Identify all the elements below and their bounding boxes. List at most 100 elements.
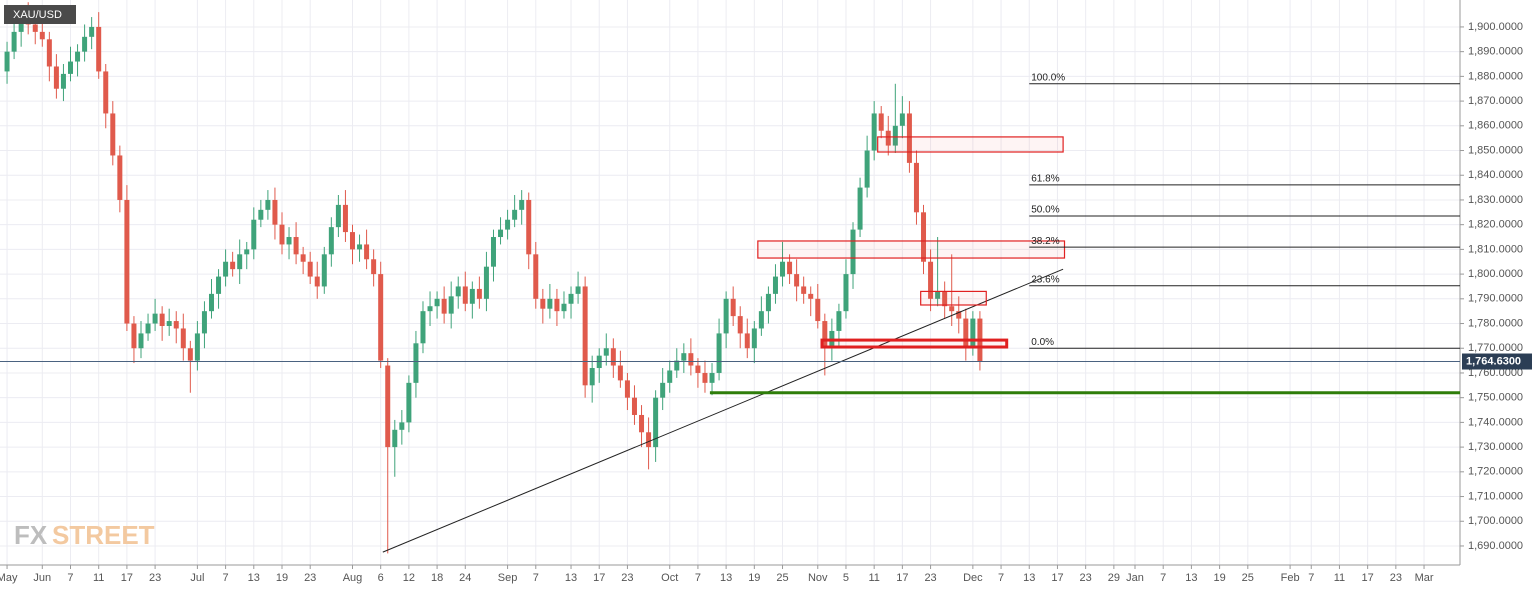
- x-tick-label: 17: [1362, 572, 1374, 584]
- candle-body: [96, 26, 102, 72]
- candle-body: [533, 254, 539, 299]
- fib-label: 50.0%: [1031, 205, 1059, 216]
- candle-body: [561, 303, 567, 312]
- x-tick-label: 23: [304, 572, 316, 584]
- y-tick-label: 1,850.0000: [1468, 144, 1523, 156]
- x-tick-label: 23: [924, 572, 936, 584]
- candle-body: [674, 360, 680, 371]
- candle-body: [342, 204, 348, 233]
- candle-body: [11, 31, 17, 52]
- x-tick-label: 18: [431, 572, 443, 584]
- candle-body: [772, 276, 778, 294]
- zone-box: [820, 338, 1009, 349]
- candle-body: [392, 429, 398, 448]
- candle-body: [857, 187, 863, 230]
- y-tick-label: 1,740.0000: [1468, 416, 1523, 428]
- watermark-fx: FX: [14, 520, 48, 550]
- candle-body: [117, 155, 123, 200]
- candle-body: [385, 365, 391, 448]
- candle-body: [646, 432, 652, 448]
- x-tick-label: 19: [276, 572, 288, 584]
- x-tick-label: 19: [748, 572, 760, 584]
- x-tick-label: 7: [998, 572, 1004, 584]
- candle-body: [159, 313, 165, 326]
- y-tick-label: 1,900.0000: [1468, 21, 1523, 33]
- y-tick-label: 1,750.0000: [1468, 392, 1523, 404]
- candle-body: [82, 36, 88, 52]
- candle-body: [75, 51, 81, 62]
- candle-body: [702, 372, 708, 383]
- candle-body: [300, 254, 306, 262]
- candle-body: [575, 286, 581, 294]
- candle-body: [152, 313, 158, 324]
- candle-body: [216, 276, 222, 294]
- x-tick-label: 7: [1160, 572, 1166, 584]
- candle-body: [469, 288, 475, 304]
- candle-body: [631, 397, 637, 415]
- x-tick-label: 19: [1213, 572, 1225, 584]
- candle-body: [406, 382, 412, 423]
- candle-body: [364, 244, 370, 260]
- candle-body: [864, 150, 870, 188]
- candle-body: [554, 298, 560, 312]
- candle-body: [568, 293, 574, 304]
- candle-body: [258, 209, 264, 220]
- candle-body: [667, 370, 673, 383]
- candle-body: [737, 316, 743, 334]
- candle-body: [540, 298, 546, 309]
- candle-body: [822, 321, 828, 349]
- x-tick-label: 11: [1334, 572, 1345, 584]
- candle-body: [589, 368, 595, 386]
- x-tick-label: 5: [843, 572, 849, 584]
- x-tick-label: 7: [695, 572, 701, 584]
- x-tick-label: Jul: [190, 572, 204, 584]
- candle-body: [462, 286, 468, 304]
- candle-body: [815, 298, 821, 322]
- candle-body: [928, 261, 934, 299]
- candle-body: [505, 219, 511, 230]
- candle-body: [758, 311, 764, 329]
- y-tick-label: 1,710.0000: [1468, 490, 1523, 502]
- candle-body: [89, 26, 95, 37]
- current-price-box: [1462, 353, 1532, 370]
- x-tick-label: May: [0, 572, 18, 584]
- candle-body: [307, 261, 313, 277]
- candle-body: [899, 113, 905, 126]
- y-tick-label: 1,870.0000: [1468, 95, 1523, 107]
- candle-body: [187, 348, 193, 361]
- candle-body: [688, 353, 694, 366]
- candle-body: [949, 306, 955, 312]
- zone-box: [920, 290, 987, 306]
- candle-body: [223, 261, 229, 277]
- candle-body: [166, 321, 172, 326]
- candle-body: [483, 266, 489, 299]
- candle-body: [526, 199, 532, 255]
- candle-body: [124, 199, 130, 324]
- candle-body: [173, 321, 179, 329]
- candle-body: [970, 318, 976, 349]
- y-tick-label: 1,720.0000: [1468, 466, 1523, 478]
- candle-body: [935, 291, 941, 299]
- candle-body: [836, 311, 842, 331]
- candle-body: [519, 199, 525, 210]
- zone-box: [757, 240, 1066, 259]
- candle-body: [4, 51, 10, 72]
- candle-body: [582, 286, 588, 386]
- fib-label: 38.2%: [1031, 236, 1059, 247]
- candle-body: [53, 66, 59, 89]
- y-tick-label: 1,790.0000: [1468, 293, 1523, 305]
- x-tick-label: Jan: [1126, 572, 1144, 584]
- candle-body: [138, 333, 144, 349]
- candle-body: [808, 293, 814, 299]
- candle-body: [434, 298, 440, 307]
- candle-body: [131, 323, 137, 349]
- candle-body: [913, 162, 919, 213]
- candle-body: [279, 224, 285, 245]
- fib-label: 100.0%: [1031, 72, 1065, 83]
- candle-body: [39, 31, 45, 40]
- current-price-label: 1,764.6300: [1466, 355, 1521, 367]
- x-tick-label: 17: [121, 572, 133, 584]
- candle-body: [850, 229, 856, 275]
- candle-body: [921, 212, 927, 262]
